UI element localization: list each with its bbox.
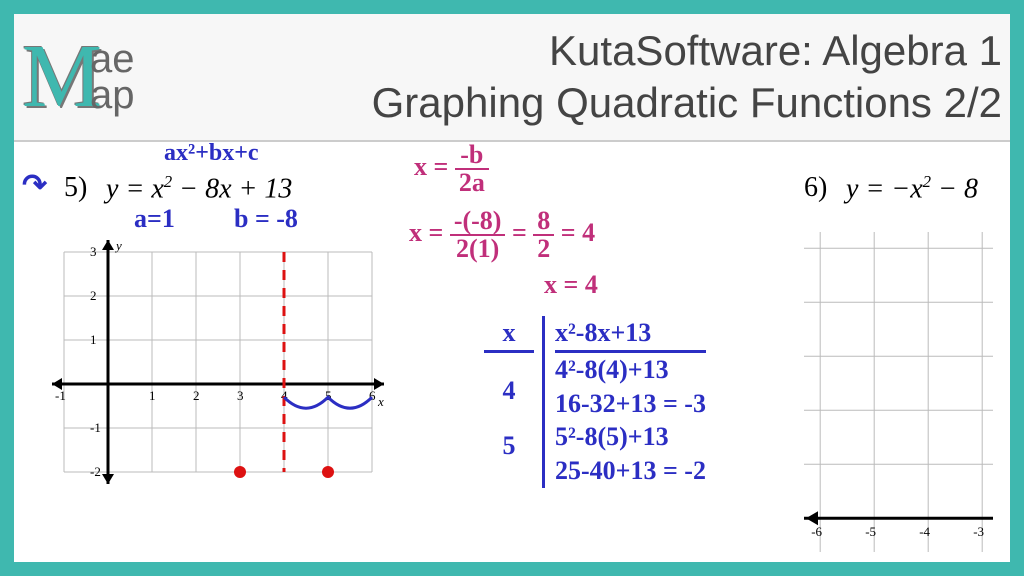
logo: M ae ap [22, 41, 135, 113]
graph-6: -6 -5 -4 -3 [804, 232, 1024, 552]
vc-frac1: -(-8) 2(1) [450, 208, 506, 262]
td-2b: 25-40+13 = -2 [555, 454, 706, 488]
logo-text: ae ap [90, 41, 135, 113]
svg-text:-2: -2 [90, 464, 101, 479]
td-1b: 16-32+13 = -3 [555, 387, 706, 421]
annot-standard-form: ax²+bx+c [164, 140, 259, 167]
svg-text:1: 1 [149, 388, 156, 403]
svg-text:-1: -1 [90, 420, 101, 435]
title-line2: Graphing Quadratic Functions 2/2 [155, 77, 1002, 130]
annot-b: b = -8 [234, 204, 298, 234]
graph-5: -1123456-2-1123xy [34, 232, 394, 552]
page-title: KutaSoftware: Algebra 1 Graphing Quadrat… [155, 25, 1002, 130]
vc-lhs: x = [409, 218, 443, 247]
td-1a: 4²-8(4)+13 [555, 353, 706, 387]
app-frame: M ae ap KutaSoftware: Algebra 1 Graphing… [0, 0, 1024, 576]
svg-text:1: 1 [90, 332, 97, 347]
th-x: x [484, 316, 534, 353]
problem6-equation: y = −x2 − 8 [846, 172, 978, 205]
svg-text:3: 3 [237, 388, 244, 403]
vc-result: = 4 [561, 218, 595, 247]
header: M ae ap KutaSoftware: Algebra 1 Graphing… [14, 14, 1010, 142]
vf-lhs: x = [414, 152, 448, 181]
svg-text:y: y [114, 238, 122, 253]
problem5-label: 5) [64, 172, 87, 204]
vertex-x-value: x = 4 [544, 270, 598, 300]
problem5-equation: y = x2 − 8x + 13 [106, 172, 292, 205]
svg-text:-1: -1 [55, 388, 66, 403]
vc-frac2: 8 2 [533, 208, 554, 262]
td-x-1: 4 [484, 353, 534, 429]
parabola-hint-icon: ↷ [22, 168, 47, 203]
svg-text:-6: -6 [811, 524, 822, 539]
svg-text:3: 3 [90, 244, 97, 259]
logo-top: ae [90, 41, 135, 77]
value-table: x 4 5 x²-8x+13 4²-8(4)+13 16-32+13 = -3 … [484, 316, 706, 488]
logo-bottom: ap [90, 77, 135, 113]
td-x-2: 5 [484, 429, 534, 463]
td-2a: 5²-8(5)+13 [555, 420, 706, 454]
annot-a: a=1 [134, 204, 175, 234]
problem6-label: 6) [804, 172, 827, 204]
svg-text:2: 2 [90, 288, 97, 303]
title-line1: KutaSoftware: Algebra 1 [155, 25, 1002, 78]
svg-text:-4: -4 [919, 524, 930, 539]
vertex-calc: x = -(-8) 2(1) = 8 2 = 4 [409, 208, 595, 262]
vf-frac: -b 2a [455, 142, 489, 196]
th-expr: x²-8x+13 [555, 316, 706, 353]
svg-text:x: x [377, 394, 384, 409]
svg-text:-3: -3 [973, 524, 984, 539]
content: ↷ 5) y = x2 − 8x + 13 ax²+bx+c a=1 b = -… [14, 142, 1010, 562]
svg-text:2: 2 [193, 388, 200, 403]
svg-text:-5: -5 [865, 524, 876, 539]
vertex-formula: x = -b 2a [414, 142, 489, 196]
